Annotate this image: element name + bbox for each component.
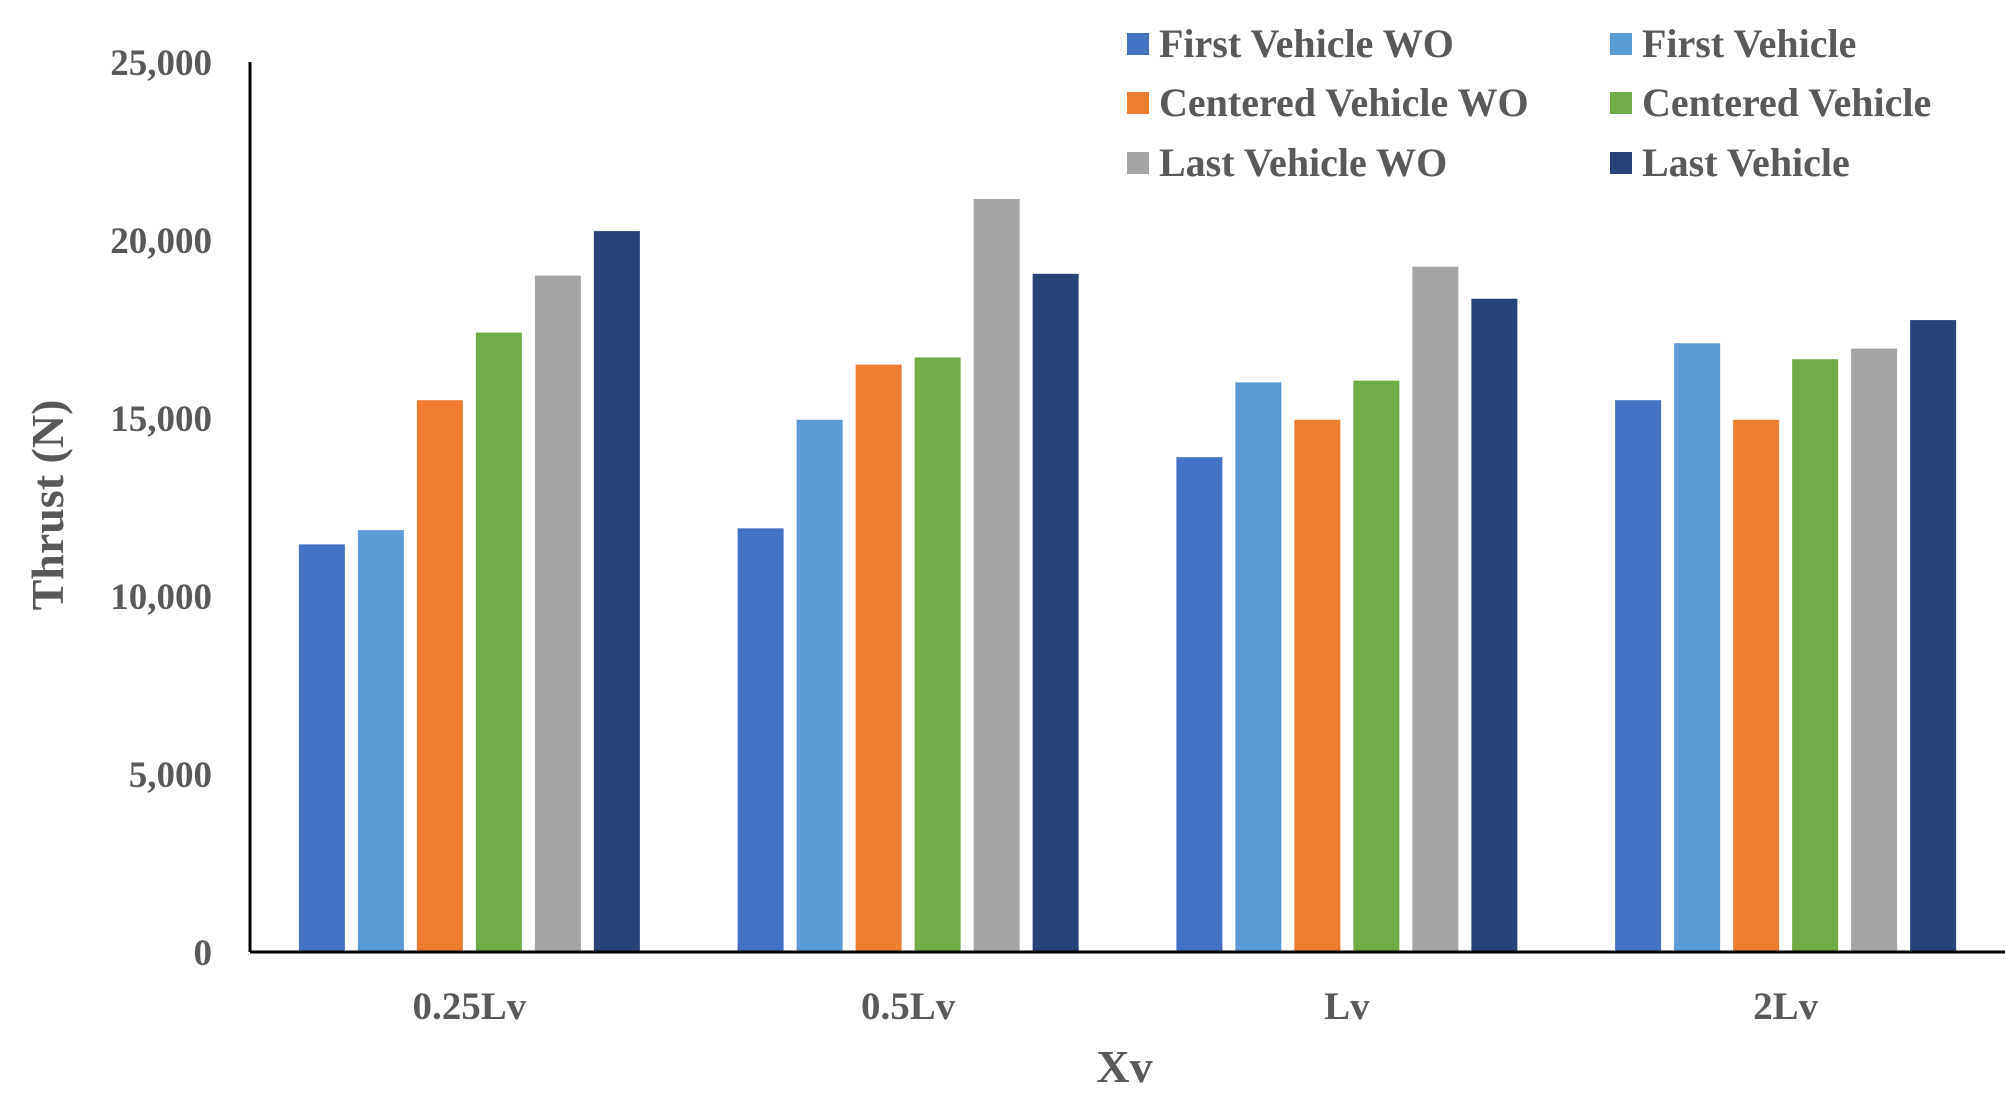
bar-2lv-first-vehicle-wo bbox=[1615, 400, 1662, 952]
legend: First Vehicle WO First Vehicle Centered Ve… bbox=[1127, 21, 1931, 185]
x-tick-labels: 0.25Lv 0.5Lv Lv 2Lv bbox=[412, 985, 1818, 1028]
y-axis-title: Thrust (N) bbox=[22, 400, 73, 611]
y-tick-label: 25,000 bbox=[110, 43, 212, 84]
bar-025lv-last-vehicle-wo bbox=[534, 275, 581, 953]
legend-swatch bbox=[1127, 152, 1149, 174]
bar-05lv-last-vehicle bbox=[1032, 273, 1079, 952]
y-tick-labels: 0 5,000 10,000 15,000 20,000 25,000 bbox=[110, 43, 212, 974]
legend-swatch bbox=[1127, 92, 1149, 114]
bar-lv-first-vehicle bbox=[1235, 382, 1282, 952]
bar-05lv-first-vehicle bbox=[796, 419, 843, 952]
legend-label: First Vehicle WO bbox=[1159, 21, 1454, 66]
legend-swatch bbox=[1610, 92, 1632, 114]
bar-025lv-first-vehicle-wo bbox=[298, 544, 345, 952]
bar-2lv-centered-vehicle bbox=[1792, 359, 1839, 952]
x-axis-title: Xv bbox=[1096, 1041, 1152, 1092]
bar-2lv-last-vehicle-wo bbox=[1851, 348, 1898, 953]
x-tick-label: Lv bbox=[1324, 985, 1370, 1028]
bar-lv-first-vehicle-wo bbox=[1176, 457, 1223, 952]
legend-label: Centered Vehicle bbox=[1642, 80, 1931, 125]
y-tick-label: 20,000 bbox=[110, 221, 212, 262]
x-tick-label: 0.25Lv bbox=[412, 985, 526, 1028]
bar-05lv-last-vehicle-wo bbox=[973, 199, 1020, 952]
y-tick-label: 15,000 bbox=[110, 399, 212, 440]
bar-lv-centered-vehicle-wo bbox=[1294, 419, 1341, 952]
legend-label: Last Vehicle WO bbox=[1159, 140, 1447, 185]
bar-2lv-first-vehicle bbox=[1674, 343, 1721, 952]
bar-lv-last-vehicle-wo bbox=[1412, 266, 1459, 952]
bars-group bbox=[298, 199, 1957, 953]
bar-05lv-centered-vehicle bbox=[914, 357, 961, 953]
legend-label: First Vehicle bbox=[1642, 21, 1856, 66]
legend-swatch bbox=[1127, 33, 1149, 55]
bar-025lv-first-vehicle bbox=[357, 530, 404, 952]
x-tick-label: 0.5Lv bbox=[861, 985, 956, 1028]
x-tick-label: 2Lv bbox=[1753, 985, 1819, 1028]
y-tick-label: 10,000 bbox=[110, 577, 212, 618]
y-tick-label: 5,000 bbox=[129, 755, 212, 796]
bar-2lv-last-vehicle bbox=[1910, 320, 1957, 953]
legend-swatch bbox=[1610, 33, 1632, 55]
y-tick-label: 0 bbox=[194, 933, 213, 974]
bar-05lv-first-vehicle-wo bbox=[737, 528, 784, 952]
bar-lv-last-vehicle bbox=[1471, 298, 1518, 952]
bar-025lv-last-vehicle bbox=[593, 231, 640, 953]
legend-swatch bbox=[1610, 152, 1632, 174]
bar-025lv-centered-vehicle-wo bbox=[416, 400, 463, 952]
legend-label: Last Vehicle bbox=[1642, 140, 1850, 185]
legend-label: Centered Vehicle WO bbox=[1159, 80, 1529, 125]
bar-05lv-centered-vehicle-wo bbox=[855, 364, 902, 953]
bar-025lv-centered-vehicle bbox=[475, 332, 522, 952]
bar-2lv-centered-vehicle-wo bbox=[1733, 419, 1780, 952]
bar-lv-centered-vehicle bbox=[1353, 380, 1400, 952]
